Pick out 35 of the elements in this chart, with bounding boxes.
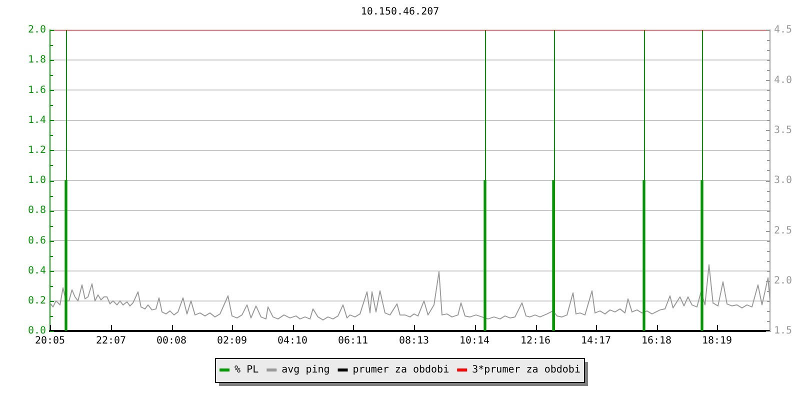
- x-tick-label: 00:08: [156, 336, 187, 347]
- chart-title: 10.150.46.207: [360, 6, 440, 18]
- x-tick-label: 10:14: [459, 336, 490, 347]
- legend-label: avg ping: [282, 364, 330, 376]
- y-tick-label: 0.6: [28, 235, 46, 246]
- x-tick-label: 06:11: [338, 336, 368, 347]
- x-tick-label: 16:18: [641, 336, 672, 347]
- y-tick-label: 1.2: [28, 144, 46, 156]
- y-tick-label: 1.4: [28, 114, 46, 126]
- y2-tick-label: 2.5: [774, 225, 792, 236]
- y-tick-label: 1.8: [28, 54, 46, 66]
- x-tick-label: 22:07: [96, 336, 126, 347]
- y2-tick-label: 2.0: [774, 275, 792, 286]
- legend-label: % PL: [234, 364, 259, 376]
- x-tick-label: 02:09: [216, 336, 248, 347]
- y-tick-label: 0.0: [28, 326, 46, 337]
- x-tick-label: 08:13: [398, 336, 430, 347]
- y2-tick-label: 1.5: [774, 326, 792, 337]
- x-tick-label: 18:19: [702, 336, 732, 347]
- y-tick-label: 1.6: [28, 84, 46, 96]
- x-tick-label: 12:16: [520, 336, 551, 347]
- legend-label: prumer za obdobi: [352, 364, 450, 376]
- y-tick-label: 2.0: [28, 24, 46, 36]
- x-tick-label: 20:05: [34, 336, 66, 347]
- y2-tick-label: 4.5: [774, 24, 792, 36]
- y-tick-label: 0.2: [28, 295, 46, 306]
- y2-tick-label: 3.0: [774, 175, 792, 186]
- x-tick-label: 14:17: [580, 336, 612, 347]
- y-tick-label: 1.0: [28, 175, 46, 186]
- legend-label: 3*prumer za obdobi: [472, 364, 580, 376]
- y2-tick-label: 3.5: [774, 124, 792, 136]
- y-tick-label: 0.4: [28, 265, 46, 276]
- x-tick-label: 04:10: [277, 336, 308, 347]
- y-tick-label: 0.8: [28, 205, 46, 216]
- y2-tick-label: 4.0: [774, 74, 792, 86]
